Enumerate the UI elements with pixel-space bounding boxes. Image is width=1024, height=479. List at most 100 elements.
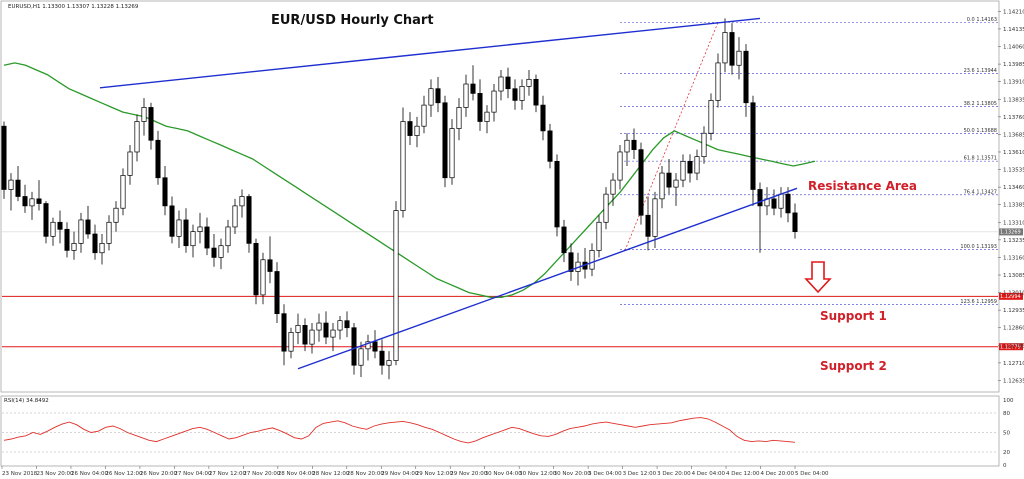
bullish-candle	[778, 193, 784, 209]
moving-average-line	[3, 62, 816, 298]
price-tick-label: 1.13910	[1003, 80, 1024, 86]
bullish-candle	[652, 198, 658, 237]
bullish-candle	[736, 50, 742, 66]
time-tick-label: 4 Dec 04:00	[692, 471, 726, 477]
bullish-candle	[218, 245, 224, 258]
bearish-candle	[442, 102, 448, 179]
fib-level-label: 23.6 1.13944	[964, 68, 997, 74]
time-tick-label: 29 Nov 20:00	[450, 471, 488, 477]
bearish-candle	[183, 219, 189, 247]
bullish-candle	[260, 259, 266, 296]
time-tick-label: 27 Nov 20:00	[243, 471, 281, 477]
chart-title: EUR/USD Hourly Chart	[271, 13, 434, 28]
fib-level-label: 38.2 1.13805	[964, 101, 997, 107]
bearish-candle	[512, 88, 518, 101]
bearish-candle	[148, 107, 154, 141]
bullish-candle	[330, 329, 336, 338]
bullish-candle	[715, 62, 721, 101]
bullish-candle	[309, 329, 315, 345]
bearish-candle	[155, 139, 161, 179]
time-tick-label: 30 Nov 12:00	[519, 471, 557, 477]
time-tick-label: 30 Nov 04:00	[485, 471, 523, 477]
bullish-candle	[701, 132, 707, 158]
time-tick-label: 27 Nov 04:00	[174, 471, 212, 477]
bearish-candle	[281, 313, 287, 352]
bearish-candle	[85, 219, 91, 235]
bullish-candle	[659, 172, 665, 200]
price-tick-label: 1.13235	[1003, 238, 1024, 244]
price-tick-label: 1.13310	[1003, 220, 1024, 226]
bullish-candle	[519, 86, 525, 101]
bearish-candle	[743, 50, 749, 104]
price-tick-label: 1.13460	[1003, 185, 1024, 191]
price-tick-label: 1.12635	[1003, 378, 1024, 384]
time-tick-label: 28 Nov 12:00	[312, 471, 350, 477]
bullish-candle	[498, 76, 504, 92]
current-price-price-text: 1.13269	[1000, 230, 1021, 236]
price-tick-label: 1.14060	[1003, 45, 1024, 51]
bullish-candle	[316, 322, 322, 331]
bearish-candle	[757, 189, 763, 207]
bearish-candle	[204, 226, 210, 249]
price-tick-label: 1.12710	[1003, 361, 1024, 367]
support-2-price-text: 1.12779	[1000, 345, 1021, 351]
price-tick-label: 1.12785	[1003, 343, 1024, 349]
bearish-candle	[771, 198, 777, 209]
time-tick-label: 3 Dec 12:00	[623, 471, 657, 477]
bearish-candle	[554, 160, 560, 228]
bullish-candle	[414, 125, 420, 136]
price-tick-label: 1.12935	[1003, 308, 1024, 314]
bearish-candle	[379, 350, 385, 366]
time-tick-label: 28 Nov 20:00	[347, 471, 385, 477]
rsi-line	[3, 417, 796, 444]
bullish-candle	[50, 221, 56, 237]
bearish-candle	[169, 205, 175, 237]
bullish-candle	[400, 121, 406, 211]
fib-level-label: 123.6 1.12959	[960, 299, 997, 305]
bullish-candle	[589, 250, 595, 270]
time-tick-label: 27 Nov 12:00	[209, 471, 247, 477]
bullish-candle	[428, 88, 434, 106]
rsi-tick-label: 0	[1003, 463, 1007, 469]
bullish-candle	[8, 179, 14, 190]
bullish-candle	[239, 196, 245, 207]
bearish-candle	[64, 228, 70, 251]
time-tick-label: 23 Nov 20:00	[36, 471, 74, 477]
bearish-candle	[687, 160, 693, 174]
support-1-price-tag	[999, 292, 1023, 300]
bullish-candle	[491, 90, 497, 113]
bullish-candle	[365, 341, 371, 350]
time-tick-label: 26 Nov 04:00	[71, 471, 109, 477]
fib-level-label: 50.0 1.13688	[964, 128, 997, 134]
bullish-candle	[190, 231, 196, 247]
trend-lines	[99, 17, 798, 370]
bullish-candle	[673, 179, 679, 188]
main-plot-frame	[0, 0, 1000, 393]
price-tick-label: 1.13985	[1003, 62, 1024, 68]
bearish-candle	[1, 125, 7, 190]
rsi-tick-label: 20	[1003, 450, 1010, 456]
bearish-candle	[533, 78, 539, 106]
symbol-header: EURUSD,H1 1.13300 1.13307 1.13228 1.1326…	[8, 4, 139, 10]
bearish-candle	[36, 198, 42, 204]
down-arrow-icon	[804, 261, 832, 294]
bullish-candle	[694, 156, 700, 174]
time-tick-label: 4 Dec 12:00	[726, 471, 760, 477]
moving-average	[3, 62, 816, 298]
bearish-candle	[666, 172, 672, 188]
bullish-candle	[603, 193, 609, 223]
bullish-candle	[295, 325, 301, 333]
bullish-candle	[484, 111, 490, 122]
time-tick-label: 3 Dec 04:00	[588, 471, 622, 477]
current-price-price-tag	[999, 228, 1023, 236]
bullish-candle	[134, 121, 140, 153]
bullish-candle	[449, 128, 455, 179]
price-tick-label: 1.14135	[1003, 27, 1024, 33]
lower-trend-line	[297, 187, 798, 370]
bearish-candle	[547, 130, 553, 162]
bullish-candle	[78, 219, 84, 244]
price-tick-label: 1.13760	[1003, 115, 1024, 121]
